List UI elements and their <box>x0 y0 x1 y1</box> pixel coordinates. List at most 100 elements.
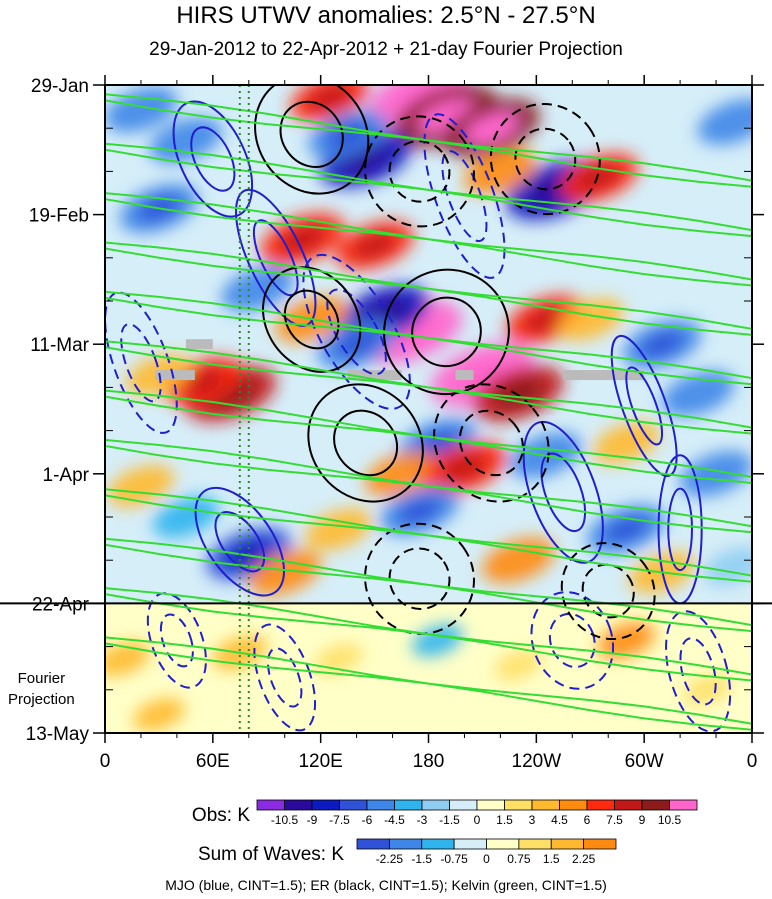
colorbar-level-label: 1.5 <box>543 852 560 866</box>
colorbar-swatch <box>504 799 533 811</box>
colorbar-swatch <box>453 838 487 850</box>
kelvin-contour <box>105 192 752 287</box>
contour-legend-note: MJO (blue, CINT=1.5); ER (black, CINT=1.… <box>165 877 607 893</box>
er-contour-inner <box>388 140 451 203</box>
anomaly-patch <box>556 298 624 341</box>
projection-field-background <box>105 603 752 733</box>
er-contour <box>307 383 424 503</box>
anomaly-patch <box>464 148 537 195</box>
mjo-contour <box>423 113 506 279</box>
anomaly-patch <box>107 465 175 508</box>
anomaly-core <box>279 225 326 254</box>
colorbar-swatch <box>388 838 423 850</box>
missing-data-segment <box>563 370 645 381</box>
colorbar-level-label: -2.25 <box>376 852 404 866</box>
colorbar-swatch <box>518 838 552 850</box>
fourier-projection-label-line: Projection <box>8 691 75 708</box>
colorbar-level-label: -6 <box>362 813 373 827</box>
missing-data-segment <box>347 370 402 381</box>
anomaly-patch <box>105 641 151 677</box>
mjo-contour-inner <box>120 323 162 403</box>
colorbar-swatch <box>421 799 450 811</box>
colorbar-level-label: 0 <box>474 813 481 827</box>
mjo-contour-inner <box>190 126 236 192</box>
kelvin-contour <box>105 438 752 534</box>
er-contour <box>254 85 370 195</box>
colorbar-obs: -10.5 -9 -7.5 -6 -4.5 -3 -1.5 0 1.5 3 4.5 6 7.5 9 10.5… <box>192 799 698 827</box>
colorbar-level-label: -3 <box>417 813 428 827</box>
kelvin-contour <box>105 340 752 435</box>
colorbar-level-label: -1.5 <box>411 852 432 866</box>
colorbar-swatch <box>583 838 617 850</box>
colorbar-swatch <box>284 799 313 811</box>
er-contour <box>364 115 475 228</box>
mjo-contour-inner <box>625 366 664 446</box>
x-tick-label: 120W <box>512 751 562 772</box>
x-tick-label: 60E <box>196 751 230 772</box>
er-contour-inner <box>514 127 577 191</box>
x-tick-label: 60W <box>625 751 664 772</box>
colorbar-swatch <box>531 799 560 811</box>
colorbar-swatch <box>339 799 368 811</box>
colorbar-swatch <box>421 838 455 850</box>
anomaly-core <box>352 232 397 259</box>
colorbar-swatch <box>550 838 585 850</box>
er-contour-inner <box>411 296 482 368</box>
x-tick-label: 180 <box>413 751 445 772</box>
anomaly-patch <box>697 99 752 145</box>
mjo-contour-inner <box>667 487 693 572</box>
colorbar-level-label: 7.5 <box>606 813 623 827</box>
missing-data-segment <box>185 339 213 350</box>
chart-title: HIRS UTWV anomalies: 2.5°N - 27.5°N <box>176 2 596 29</box>
er-contour-inner <box>388 547 451 610</box>
er-contour-inner <box>581 563 635 619</box>
kelvin-contour <box>105 587 752 682</box>
anomaly-patch <box>149 117 223 164</box>
y-tick-label: 19-Feb <box>29 206 89 227</box>
colorbar-swatch <box>311 799 340 811</box>
y-tick-label: 11-Mar <box>30 335 89 356</box>
colorbar-level-label: 0 <box>483 852 490 866</box>
y-tick-label: 22-Apr <box>32 594 90 615</box>
mjo-contour-inner <box>326 288 387 376</box>
colorbar-level-label: 3 <box>529 813 536 827</box>
kelvin-contour <box>105 241 752 336</box>
er-contour-inner <box>333 409 399 477</box>
anomaly-patch <box>133 698 185 731</box>
fourier-projection-label-line: Fourier <box>17 670 66 687</box>
kelvin-contour <box>105 290 752 386</box>
er-contour-inner <box>283 289 340 350</box>
colorbar-level-label: 6 <box>584 813 591 827</box>
colorbar-swatch <box>256 799 285 811</box>
kelvin-contour <box>105 93 752 188</box>
anomaly-core <box>326 121 370 148</box>
anomaly-patch <box>661 370 735 417</box>
mjo-contour-inner <box>267 647 303 708</box>
mjo-contour <box>194 486 286 597</box>
mjo-contour-inner <box>159 613 194 668</box>
colorbar-swatch <box>641 799 670 811</box>
anomaly-core <box>441 453 488 482</box>
anomaly-core <box>397 498 442 524</box>
y-tick-label: 1-Apr <box>43 465 90 486</box>
colorbar-level-label: -10.5 <box>271 813 299 827</box>
kelvin-contour <box>105 636 752 731</box>
y-tick-label: 29-Jan <box>31 76 89 97</box>
colorbar-swatch <box>449 799 478 811</box>
x-tick-label: 0 <box>100 751 111 772</box>
colorbar-waves: -2.25 -1.5 -0.75 0 0.75 1.5 2.25 Sum of Waves: … <box>198 838 617 866</box>
y-tick-label: 13-May <box>26 724 90 745</box>
colorbar-swatch <box>486 838 520 850</box>
colorbar-level-label: 1.5 <box>496 813 513 827</box>
chart-subtitle: 29-Jan-2012 to 22-Apr-2012 + 21-day Four… <box>149 39 623 60</box>
mjo-contour <box>530 591 615 690</box>
mjo-contour <box>665 610 732 733</box>
anomaly-patch <box>105 86 178 133</box>
anomaly-patch <box>682 674 732 706</box>
mjo-contour-inner <box>548 612 596 669</box>
missing-data-segment <box>155 370 195 381</box>
colorbar-swatch <box>476 799 505 811</box>
colorbar-level-label: 4.5 <box>551 813 568 827</box>
er-contour-inner <box>279 100 344 168</box>
